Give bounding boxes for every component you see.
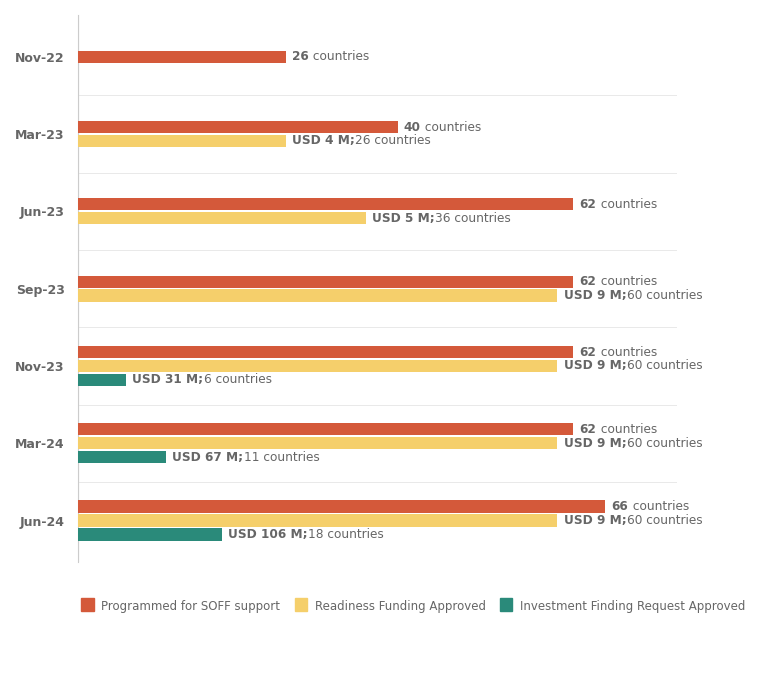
Bar <box>78 289 558 302</box>
Text: USD 9 M;: USD 9 M; <box>564 436 627 449</box>
Text: USD 106 M;: USD 106 M; <box>228 528 308 541</box>
Text: 60 countries: 60 countries <box>627 436 703 449</box>
Bar <box>78 373 126 386</box>
Bar <box>78 212 366 224</box>
Text: countries: countries <box>597 198 657 211</box>
Bar <box>78 451 166 463</box>
Text: USD 9 M;: USD 9 M; <box>564 359 627 372</box>
Text: countries: countries <box>421 120 482 133</box>
Text: USD 9 M;: USD 9 M; <box>564 289 627 302</box>
Text: USD 5 M;: USD 5 M; <box>372 212 435 225</box>
Text: 36 countries: 36 countries <box>435 212 511 225</box>
Bar <box>78 346 574 358</box>
Text: 40: 40 <box>404 120 421 133</box>
Text: 60 countries: 60 countries <box>627 289 703 302</box>
Text: USD 9 M;: USD 9 M; <box>564 514 627 527</box>
Text: 66: 66 <box>611 500 628 513</box>
Text: countries: countries <box>597 275 657 288</box>
Text: 62: 62 <box>580 198 597 211</box>
Text: USD 67 M;: USD 67 M; <box>172 451 243 464</box>
Text: 62: 62 <box>580 275 597 288</box>
Text: 6 countries: 6 countries <box>204 373 272 386</box>
Bar <box>78 198 574 211</box>
Text: USD 31 M;: USD 31 M; <box>132 373 204 386</box>
Text: 62: 62 <box>580 345 597 358</box>
Bar <box>78 51 286 63</box>
Text: countries: countries <box>597 345 657 358</box>
Bar <box>78 437 558 449</box>
Text: 60 countries: 60 countries <box>627 359 703 372</box>
Bar <box>78 135 286 147</box>
Text: 26 countries: 26 countries <box>356 135 431 148</box>
Text: 62: 62 <box>580 423 597 436</box>
Text: 60 countries: 60 countries <box>627 514 703 527</box>
Bar <box>78 423 574 436</box>
Text: 18 countries: 18 countries <box>308 528 384 541</box>
Bar <box>78 501 605 513</box>
Text: USD 4 M;: USD 4 M; <box>292 135 355 148</box>
Legend: Programmed for SOFF support, Readiness Funding Approved, Investment Finding Requ: Programmed for SOFF support, Readiness F… <box>78 596 749 616</box>
Bar <box>78 528 222 540</box>
Text: 11 countries: 11 countries <box>243 451 319 464</box>
Bar <box>78 514 558 527</box>
Bar <box>78 121 398 133</box>
Bar <box>78 360 558 372</box>
Text: 26: 26 <box>292 50 309 63</box>
Text: countries: countries <box>309 50 369 63</box>
Bar <box>78 276 574 288</box>
Text: countries: countries <box>628 500 689 513</box>
Text: countries: countries <box>597 423 657 436</box>
